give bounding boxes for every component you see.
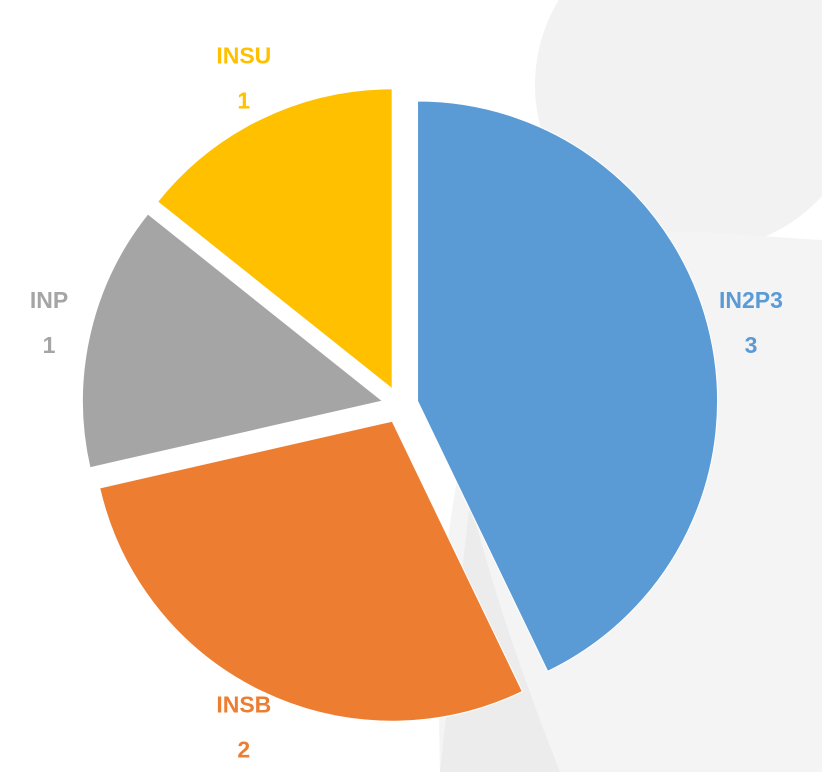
slice-value: 2 xyxy=(237,736,250,762)
pie-slice xyxy=(417,100,719,672)
pie-slice xyxy=(99,420,524,722)
slice-label: INSB xyxy=(216,691,271,717)
slice-label: INSU xyxy=(216,43,271,69)
slice-value: 3 xyxy=(745,332,758,358)
slice-value: 1 xyxy=(237,88,250,114)
pie-slice xyxy=(156,88,393,390)
slice-label: INP xyxy=(30,287,68,313)
slice-label: IN2P3 xyxy=(719,287,783,313)
pie xyxy=(81,88,719,722)
slice-value: 1 xyxy=(43,332,56,358)
pie-slice xyxy=(81,213,384,469)
